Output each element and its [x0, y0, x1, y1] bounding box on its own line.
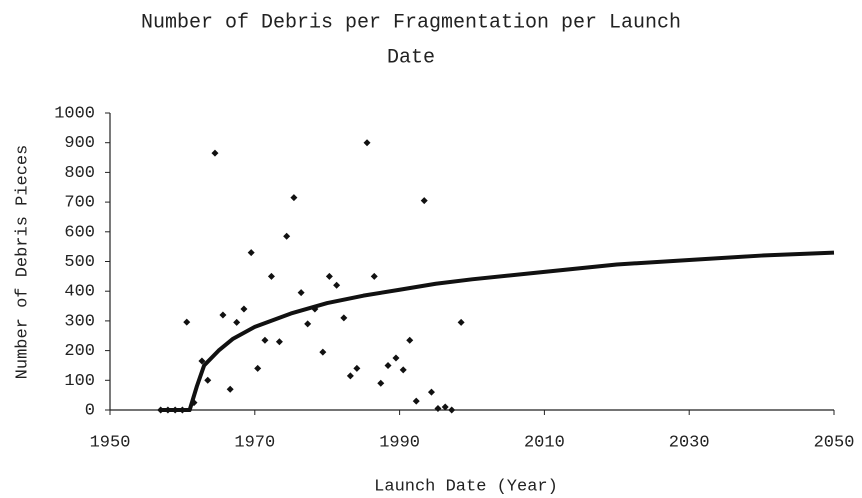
data-point — [434, 405, 442, 413]
data-point — [261, 336, 269, 344]
y-tick-label: 700 — [64, 194, 95, 213]
y-axis-label: Number of Debris Pieces — [13, 145, 32, 380]
data-point — [406, 336, 414, 344]
data-point — [267, 272, 275, 280]
data-point — [219, 311, 227, 319]
data-point — [247, 249, 255, 257]
data-point — [319, 348, 327, 356]
data-point — [240, 305, 248, 313]
chart-title: Date — [387, 46, 435, 69]
data-point — [275, 338, 283, 346]
data-point — [297, 289, 305, 297]
data-point — [441, 403, 449, 411]
data-point — [340, 314, 348, 322]
x-tick-label: 1970 — [234, 433, 275, 452]
data-point — [384, 361, 392, 369]
data-point — [304, 320, 312, 328]
y-tick-label: 400 — [64, 283, 95, 302]
y-tick-label: 0 — [85, 401, 95, 420]
y-tick-label: 100 — [64, 372, 95, 391]
y-tick-label: 800 — [64, 164, 95, 183]
data-point — [448, 406, 456, 414]
x-tick-label: 1950 — [90, 433, 131, 452]
data-point — [457, 318, 465, 326]
data-point — [333, 281, 341, 289]
data-point — [346, 372, 354, 380]
data-point — [204, 376, 212, 384]
data-point — [427, 388, 435, 396]
y-tick-label: 600 — [64, 223, 95, 242]
data-point — [254, 364, 262, 372]
data-point — [211, 149, 219, 157]
y-tick-label: 1000 — [54, 104, 95, 123]
y-tick-label: 900 — [64, 134, 95, 153]
y-tick-label: 300 — [64, 312, 95, 331]
x-tick-label: 2010 — [524, 433, 565, 452]
data-point — [183, 318, 191, 326]
chart-title: Number of Debris per Fragmentation per L… — [141, 11, 681, 34]
data-point — [399, 366, 407, 374]
x-tick-label: 2030 — [669, 433, 710, 452]
fit-line — [160, 250, 835, 412]
data-point — [392, 354, 400, 362]
data-point — [370, 272, 378, 280]
data-point — [233, 318, 241, 326]
y-tick-label: 500 — [64, 253, 95, 272]
data-point — [226, 385, 234, 393]
data-point — [377, 379, 385, 387]
x-tick-label: 2050 — [814, 433, 855, 452]
data-point — [283, 232, 291, 240]
data-point — [325, 272, 333, 280]
y-tick-label: 200 — [64, 342, 95, 361]
data-point — [290, 194, 298, 202]
data-point — [198, 357, 206, 365]
x-axis-label: Launch Date (Year) — [374, 477, 558, 496]
data-point — [420, 197, 428, 205]
data-point — [412, 397, 420, 405]
x-tick-label: 1990 — [379, 433, 420, 452]
data-point — [353, 364, 361, 372]
data-point — [363, 139, 371, 147]
